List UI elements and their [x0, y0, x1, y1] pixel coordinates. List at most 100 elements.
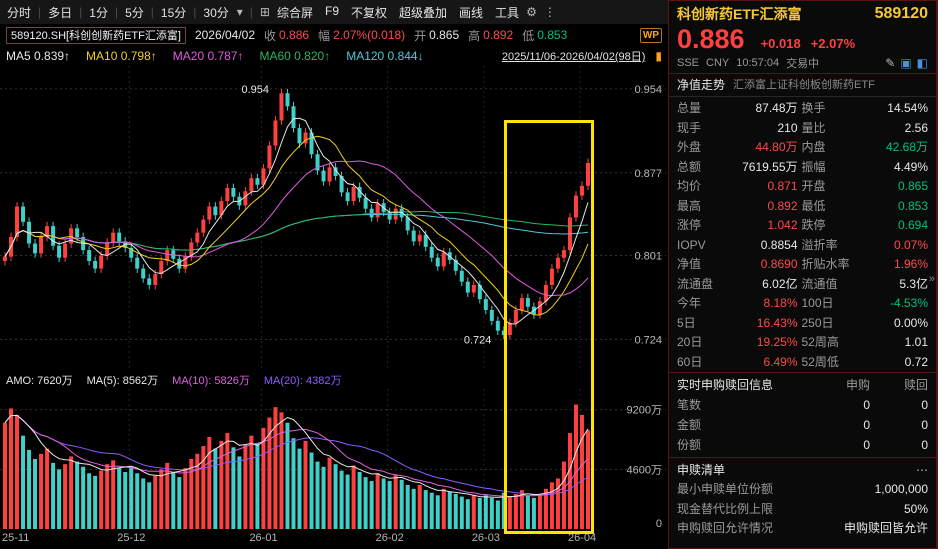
- svg-text:0.954: 0.954: [241, 84, 269, 96]
- svg-text:9200万: 9200万: [627, 405, 662, 417]
- trading-status: 交易中: [786, 58, 820, 70]
- tab-multiday[interactable]: 多日: [48, 5, 73, 20]
- x-axis-label: 26-03: [471, 532, 500, 544]
- open-label: 开: [414, 28, 427, 43]
- volume-legend: AMO: 7620万 MA(5): 8562万 MA(10): 5826万 MA(20…: [0, 371, 668, 389]
- ma-value-ma10: MA10 0.798↑: [86, 49, 157, 63]
- stat-value: 0.865: [897, 179, 928, 193]
- btn-tools[interactable]: 工具: [495, 5, 520, 20]
- btn-no-adjust[interactable]: 不复权: [351, 5, 388, 20]
- nav-trend-row[interactable]: 净值走势 汇添富上证科创板创新药ETF: [669, 74, 936, 97]
- stat-label: 52周高: [801, 335, 839, 349]
- svg-text:4600万: 4600万: [627, 464, 662, 476]
- last-price: 0.886: [677, 24, 745, 54]
- redemption-row: 最小申赎单位份额 1,000,000: [677, 482, 928, 496]
- time-axis: 25-11 25-12 26-01 26-02 26-03 26-04: [0, 529, 668, 549]
- stats-grid: » 总量 87.48万 换手 14.54% 现手 210 量比 2.56 外盘 44.80万 内盘 4…: [669, 97, 936, 372]
- info-bar: 589120.SH[科创创新药ETF汇添富] 2026/04/02 收 0.886…: [0, 24, 668, 46]
- btn-composite-screen[interactable]: 综合屏: [276, 5, 313, 20]
- price-change-pct: +2.07%: [810, 36, 856, 51]
- stat-value: 210: [777, 120, 798, 135]
- toolbar-buttons: 综合屏 F9 不复权 超级叠加 画线 工具: [277, 4, 519, 21]
- scroll-more-icon[interactable]: »: [928, 273, 935, 285]
- grid-icon[interactable]: ⊞: [259, 5, 270, 19]
- stat-label: 100日: [801, 296, 834, 310]
- stat-label: IOPV: [677, 237, 706, 252]
- edit-icon[interactable]: ✎: [885, 56, 896, 70]
- stat-label: 最低: [801, 198, 826, 213]
- stat-value: 6.49%: [763, 354, 798, 369]
- security-code: 589120: [874, 5, 928, 22]
- redemption-list-section: 申赎清单 ⋯ 最小申赎单位份额 1,000,000 现金替代比例上限 50% 申购赎回允…: [669, 457, 936, 548]
- currency-label: CNY: [706, 57, 730, 69]
- stat-value: 0.8854: [760, 237, 798, 252]
- volume-legend-item: MA(20): 4382万: [263, 375, 342, 387]
- stat-value: 0.8690: [760, 257, 798, 271]
- stat-label: 流通值: [801, 276, 838, 291]
- svg-text:0: 0: [656, 518, 662, 529]
- redemption-row: 现金替代比例上限 50%: [677, 501, 928, 516]
- stat-label: 20日: [677, 335, 703, 349]
- stat-label: 总额: [677, 159, 702, 174]
- symbol-chip[interactable]: 589120.SH[科创创新药ETF汇添富]: [6, 26, 186, 44]
- sub-sell-value: 0: [921, 418, 928, 432]
- gear-icon[interactable]: ⚙: [526, 5, 537, 19]
- sub-row-label: 份额: [677, 438, 702, 452]
- stat-label: 5日: [677, 315, 696, 330]
- tab-1min[interactable]: 1分: [89, 5, 108, 20]
- more-options-icon[interactable]: ⋮: [543, 5, 556, 19]
- chevron-down-icon[interactable]: ▾: [236, 5, 243, 19]
- layout-split-icon[interactable]: ◧: [916, 56, 928, 70]
- tab-5min[interactable]: 5分: [125, 5, 144, 20]
- x-axis-label: 26-01: [249, 532, 278, 544]
- btn-super-overlay[interactable]: 超级叠加: [399, 5, 448, 20]
- price-change: +0.018: [760, 36, 801, 51]
- volume-chart[interactable]: 9200万 4600万 0: [0, 389, 666, 529]
- quote-time: 10:57:04: [736, 57, 780, 69]
- subscription-section: 实时申购赎回信息 申购 赎回 笔数 0 0 金额 0 0 份额 0 0: [669, 372, 936, 457]
- btn-f9[interactable]: F9: [324, 3, 339, 18]
- svg-text:0.954: 0.954: [634, 84, 662, 96]
- stat-label: 溢折率: [801, 237, 838, 252]
- stat-value: 5.3亿: [899, 276, 928, 291]
- btn-draw-line[interactable]: 画线: [459, 5, 484, 20]
- redemption-row: 申购赎回允许情况 申购赎回皆允许: [677, 521, 928, 535]
- high-label: 高: [468, 28, 481, 43]
- stat-value: 1.01: [904, 335, 928, 349]
- stat-value: 1.96%: [893, 257, 928, 271]
- stat-value: 44.80万: [755, 140, 798, 154]
- stat-label: 外盘: [677, 140, 702, 154]
- quote-header: 科创新药ETF汇添富 589120 0.886 +0.018 +2.07% SS…: [669, 1, 936, 74]
- stat-value: 4.49%: [893, 159, 928, 174]
- stat-value: 16.43%: [756, 315, 798, 330]
- more-icon[interactable]: ⋯: [916, 463, 928, 477]
- quote-panel: 科创新药ETF汇添富 589120 0.886 +0.018 +2.07% SS…: [668, 0, 938, 549]
- stat-label: 跌停: [801, 218, 826, 232]
- nav-trend-link[interactable]: 净值走势: [677, 78, 726, 92]
- kline-style-icon[interactable]: ▮: [655, 49, 662, 63]
- security-name: 科创新药ETF汇添富: [677, 6, 802, 22]
- svg-text:0.801: 0.801: [634, 251, 662, 263]
- col-redeem: 赎回: [903, 378, 928, 392]
- tab-intraday[interactable]: 分时: [7, 5, 32, 20]
- svg-text:0.724: 0.724: [464, 334, 492, 346]
- tab-30min[interactable]: 30分: [203, 5, 229, 20]
- open-value: 0.865: [429, 28, 460, 42]
- stat-label: 量比: [801, 120, 826, 135]
- wp-badge[interactable]: WP: [639, 27, 662, 43]
- subscription-title: 实时申购赎回信息: [677, 378, 774, 392]
- stat-value: 14.54%: [887, 101, 928, 115]
- close-value: 0.886: [279, 28, 310, 42]
- stat-label: 均价: [677, 179, 702, 193]
- period-tabs: 分时 | 多日 | 1分 | 5分 | 15分 | 30分: [7, 5, 229, 20]
- stat-label: 现手: [677, 120, 702, 135]
- date-range-link[interactable]: 2025/11/06-2026/04/02(98日): [501, 51, 646, 63]
- exchange-label: SSE: [677, 57, 700, 69]
- stat-value: 0.871: [767, 179, 798, 193]
- ma-value-ma20: MA20 0.787↑: [172, 49, 244, 63]
- stat-value: 0.892: [767, 198, 798, 213]
- x-axis-label: 25-12: [117, 532, 146, 544]
- main-kline-chart[interactable]: 0.954 0.877 0.801 0.724 0.954 0.724: [0, 66, 666, 371]
- panel-icon[interactable]: ▣: [900, 56, 912, 70]
- tab-15min[interactable]: 15分: [160, 5, 187, 20]
